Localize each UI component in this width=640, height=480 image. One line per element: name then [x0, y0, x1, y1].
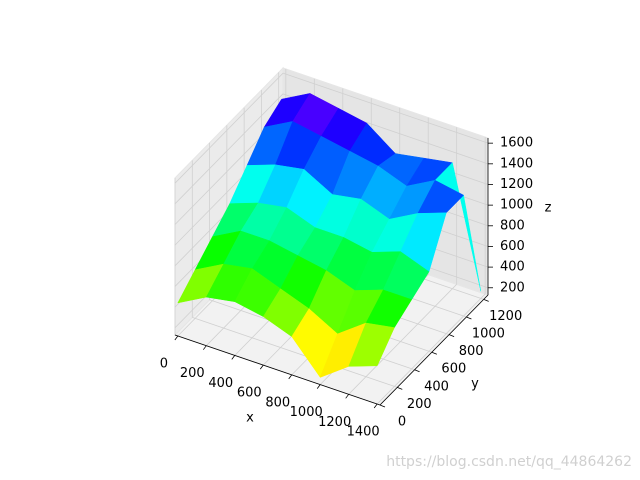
x-tick [231, 355, 236, 360]
y-axis-label: y [471, 377, 479, 392]
z-tick-label: 1600 [500, 136, 533, 151]
z-axis-label: z [545, 201, 552, 216]
y-axis-line [379, 294, 489, 406]
watermark: https://blog.csdn.net/qq_44864262 [386, 454, 632, 470]
grid-line [174, 72, 284, 184]
y-tick-label: 200 [407, 397, 432, 412]
z-tick-label: 200 [500, 280, 525, 295]
x-tick [373, 403, 378, 409]
x-tick [174, 335, 179, 341]
y-tick-label: 0 [398, 415, 406, 430]
x-tick-label: 0 [160, 356, 168, 371]
z-tick-label: 400 [500, 260, 525, 275]
z-tick-label: 800 [500, 218, 525, 233]
x-axis-line [174, 334, 381, 406]
grid-line [282, 72, 489, 144]
x-tick [345, 394, 350, 399]
y-tick-label: 600 [441, 362, 466, 377]
x-tick-label: 800 [265, 395, 290, 410]
grid-line [348, 284, 457, 395]
x-tick-label: 1400 [347, 425, 380, 440]
y-tick-label: 1000 [472, 327, 505, 342]
z-tick-label: 1200 [500, 177, 533, 192]
x-axis-label: x [246, 411, 254, 426]
x-tick [316, 384, 321, 389]
y-tick-label: 800 [459, 344, 484, 359]
y-tick [397, 387, 403, 390]
x-tick [288, 374, 293, 380]
x-tick [259, 364, 264, 370]
y-tick-label: 400 [424, 379, 449, 394]
z-tick-label: 1400 [500, 156, 533, 171]
grid-line [192, 317, 398, 388]
y-tick [414, 369, 420, 373]
y-tick [379, 404, 386, 408]
y-tick-label: 1200 [489, 309, 522, 324]
y-tick [431, 351, 437, 355]
surface [177, 93, 482, 378]
y-tick [466, 316, 472, 320]
grid-line [174, 93, 284, 205]
x-tick-label: 1000 [290, 405, 323, 420]
grid-line [376, 293, 486, 405]
x-tick [202, 345, 207, 350]
y-tick [448, 334, 455, 337]
z-tick-label: 1000 [500, 198, 533, 213]
x-tick-label: 400 [208, 376, 233, 391]
surface-patch [348, 322, 395, 367]
x-tick-label: 600 [237, 386, 262, 401]
x-tick-label: 1200 [318, 415, 351, 430]
axes: 0200400600800100012001400020040060080010… [160, 136, 533, 440]
x-tick-label: 200 [180, 366, 205, 381]
z-tick-label: 600 [500, 239, 525, 254]
y-tick [483, 299, 489, 302]
